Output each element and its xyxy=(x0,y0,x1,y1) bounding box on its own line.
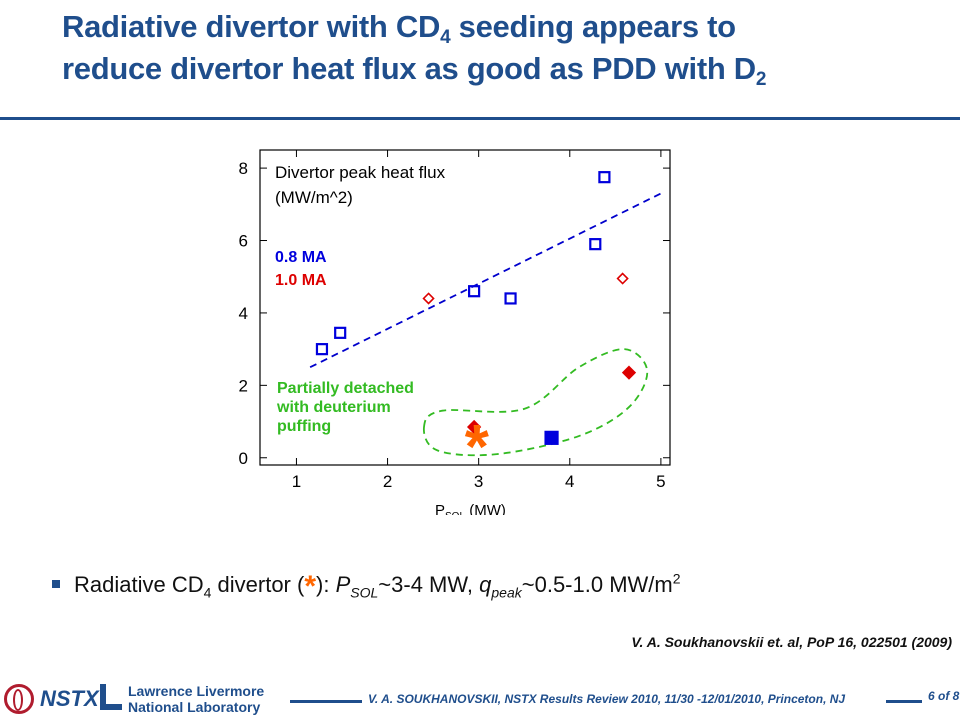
bullet-icon xyxy=(52,580,60,588)
reference-citation: V. A. Soukhanovskii et. al, PoP 16, 0225… xyxy=(631,634,952,650)
data-point-square xyxy=(334,326,347,339)
llnl-logo-text: Lawrence Livermore National Laboratory xyxy=(128,683,265,715)
footer-rule-left xyxy=(290,700,362,703)
data-point-diamond xyxy=(422,292,435,305)
legend-label-0.8MA: 0.8 MA xyxy=(275,249,327,266)
x-tick-label: 1 xyxy=(292,472,301,491)
title-divider xyxy=(0,117,960,120)
x-tick-label: 5 xyxy=(656,472,665,491)
data-point-square xyxy=(504,292,517,305)
annotation-line-3: puffing xyxy=(277,418,331,435)
y-tick-label: 6 xyxy=(239,232,248,251)
footer-text: V. A. SOUKHANOVSKII, NSTX Results Review… xyxy=(368,692,846,706)
data-point-square xyxy=(315,343,329,356)
y-tick-label: 0 xyxy=(239,449,248,468)
chart-title-line2: (MW/m^2) xyxy=(275,188,353,207)
nstx-logo-text: NSTX xyxy=(40,686,99,711)
x-tick-label: 3 xyxy=(474,472,483,491)
data-point-square xyxy=(598,171,611,184)
bullet-summary: Radiative CD4 divertor (*): PSOL~3-4 MW,… xyxy=(52,570,681,604)
y-tick-label: 4 xyxy=(239,304,248,323)
footer: NSTX Lawrence Livermore National Laborato… xyxy=(0,680,960,720)
x-axis-label: PSOL (MW) xyxy=(435,502,506,515)
y-tick-label: 8 xyxy=(239,159,248,178)
data-point-square xyxy=(544,430,559,445)
data-point-diamond xyxy=(621,365,637,380)
fit-line xyxy=(309,192,662,369)
footer-rule-right xyxy=(886,700,922,703)
annotation-line-2: with deuterium xyxy=(276,399,391,416)
data-point-square xyxy=(589,238,602,251)
page-number: 6 of 8 xyxy=(928,689,960,703)
nstx-logo-icon xyxy=(4,684,34,714)
slide-title: Radiative divertor with CD4 seeding appe… xyxy=(62,9,767,90)
llnl-logo-icon xyxy=(100,684,122,710)
legend-label-1.0MA: 1.0 MA xyxy=(275,272,327,289)
y-tick-label: 2 xyxy=(239,376,248,395)
plot-frame xyxy=(259,149,671,466)
cd4-star-marker: * xyxy=(465,413,490,482)
heat-flux-chart: 1 2 3 4 5 0 2 4 6 8 PSOL (MW) Divertor peak heat fl… xyxy=(239,149,671,515)
data-point-square xyxy=(468,285,481,298)
x-tick-label: 2 xyxy=(383,472,392,491)
data-point-diamond xyxy=(616,272,629,285)
data-point-diamond xyxy=(466,419,482,435)
annotation-line-1: Partially detached xyxy=(277,380,414,397)
chart-title-line1: Divertor peak heat flux xyxy=(275,163,446,182)
x-tick-label: 4 xyxy=(565,472,574,491)
detached-region-outline xyxy=(422,348,649,457)
star-icon: * xyxy=(304,570,317,603)
